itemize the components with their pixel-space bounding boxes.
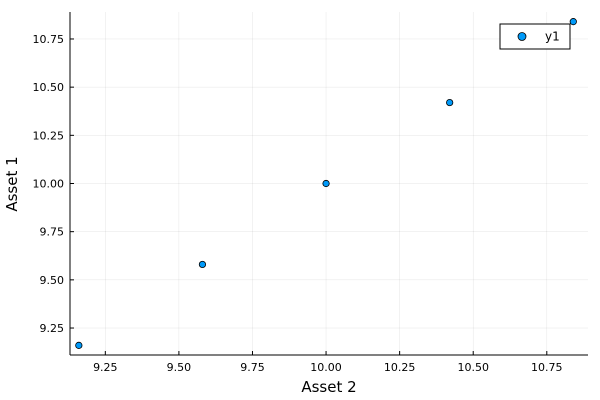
x-axis-ticks: 9.25 9.50 9.75 10.00 10.25 10.50 10.75 <box>93 351 563 374</box>
y-tick-label: 10.00 <box>33 178 65 191</box>
x-tick-label: 9.75 <box>240 361 265 374</box>
data-point <box>569 18 577 26</box>
legend: y1 <box>499 23 571 50</box>
x-tick-label: 10.50 <box>457 361 489 374</box>
x-tick-label: 10.00 <box>310 361 342 374</box>
legend-box <box>499 23 571 50</box>
y-tick-label: 10.50 <box>33 81 65 94</box>
y-tick-label: 10.25 <box>33 129 65 142</box>
data-point <box>75 341 83 349</box>
x-grid-lines <box>105 12 548 355</box>
legend-label: y1 <box>545 30 560 44</box>
data-point <box>198 260 207 269</box>
y-tick-label: 10.75 <box>33 33 65 46</box>
y-axis-title: Asset 1 <box>3 156 21 211</box>
data-points <box>75 18 577 349</box>
data-point <box>446 98 454 107</box>
legend-marker <box>517 32 527 41</box>
y-tick-label: 9.25 <box>40 322 65 335</box>
x-tick-label: 9.25 <box>93 361 118 374</box>
x-axis-title: Asset 2 <box>301 378 356 396</box>
x-tick-label: 10.25 <box>384 361 416 374</box>
y-axis-ticks: 9.25 9.50 9.75 10.00 10.25 10.50 10.75 <box>33 33 74 335</box>
x-tick-label: 10.75 <box>531 361 563 374</box>
data-point <box>322 179 330 188</box>
y-tick-label: 9.75 <box>40 226 65 239</box>
y-tick-label: 9.50 <box>40 274 65 287</box>
x-tick-label: 9.50 <box>167 361 192 374</box>
